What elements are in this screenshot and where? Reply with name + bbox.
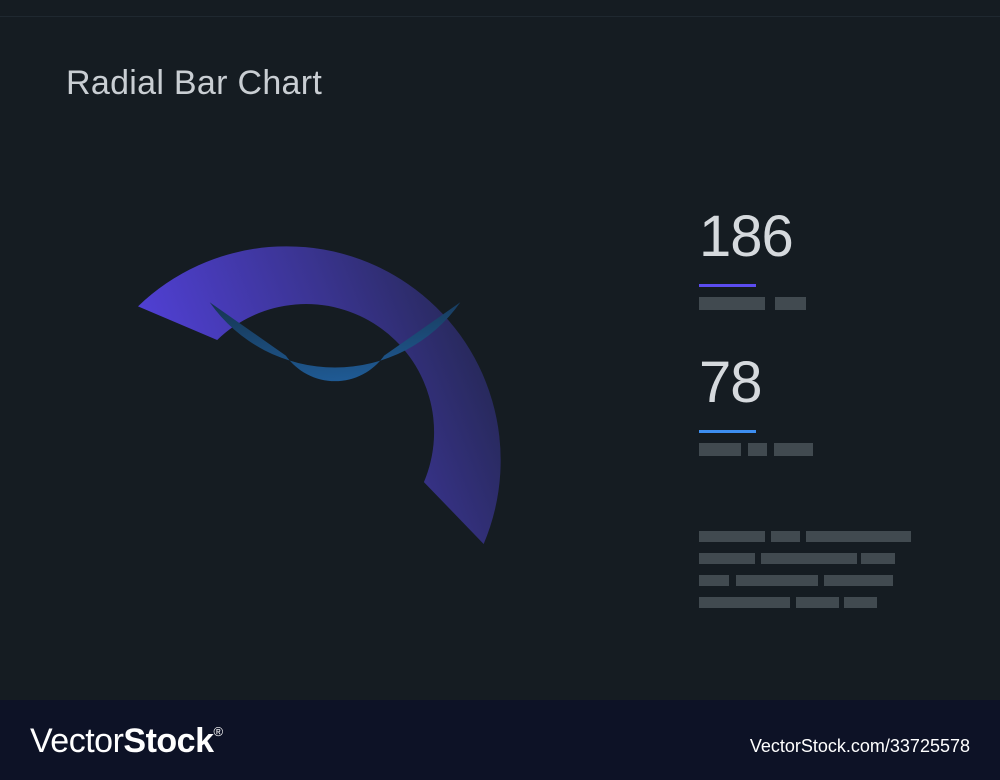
- radial-bar-chart: [137, 246, 501, 544]
- registered-mark: ®: [213, 724, 223, 739]
- placeholder-bar: [699, 531, 765, 542]
- placeholder-bar: [775, 297, 806, 310]
- stat-accent-line: [699, 284, 756, 287]
- placeholder-bar: [861, 553, 895, 564]
- watermark-brand-light: Vector: [30, 722, 124, 760]
- placeholder-bar: [824, 575, 893, 586]
- placeholder-bar: [796, 597, 839, 608]
- watermark-url: VectorStock.com/33725578: [749, 736, 970, 756]
- placeholder-bar: [748, 443, 767, 456]
- radial-bar-2: [209, 302, 461, 382]
- placeholder-bar: [699, 597, 790, 608]
- watermark-brand-bold: Stock: [123, 722, 214, 760]
- stat-primary: 186: [699, 204, 794, 287]
- placeholder-bar: [699, 297, 765, 310]
- stat-value: 78: [699, 350, 763, 415]
- stat-secondary: 78: [699, 350, 763, 433]
- top-divider: [0, 16, 1000, 17]
- placeholder-bar: [736, 575, 818, 586]
- placeholder-bar: [844, 597, 877, 608]
- stat-value: 186: [699, 204, 794, 269]
- watermark-logo: VectorStock®: [30, 722, 223, 761]
- stat-accent-line: [699, 430, 756, 433]
- placeholder-bar: [699, 553, 755, 564]
- radial-bar-1: [138, 246, 501, 544]
- placeholder-bar: [774, 443, 813, 456]
- placeholder-bar: [761, 553, 857, 564]
- placeholder-bar: [699, 575, 729, 586]
- placeholder-bar: [806, 531, 911, 542]
- placeholder-bar: [771, 531, 800, 542]
- watermark-bar: VectorStock® VectorStock.com/33725578: [0, 700, 1000, 780]
- placeholder-bar: [699, 443, 741, 456]
- chart-title: Radial Bar Chart: [66, 64, 323, 102]
